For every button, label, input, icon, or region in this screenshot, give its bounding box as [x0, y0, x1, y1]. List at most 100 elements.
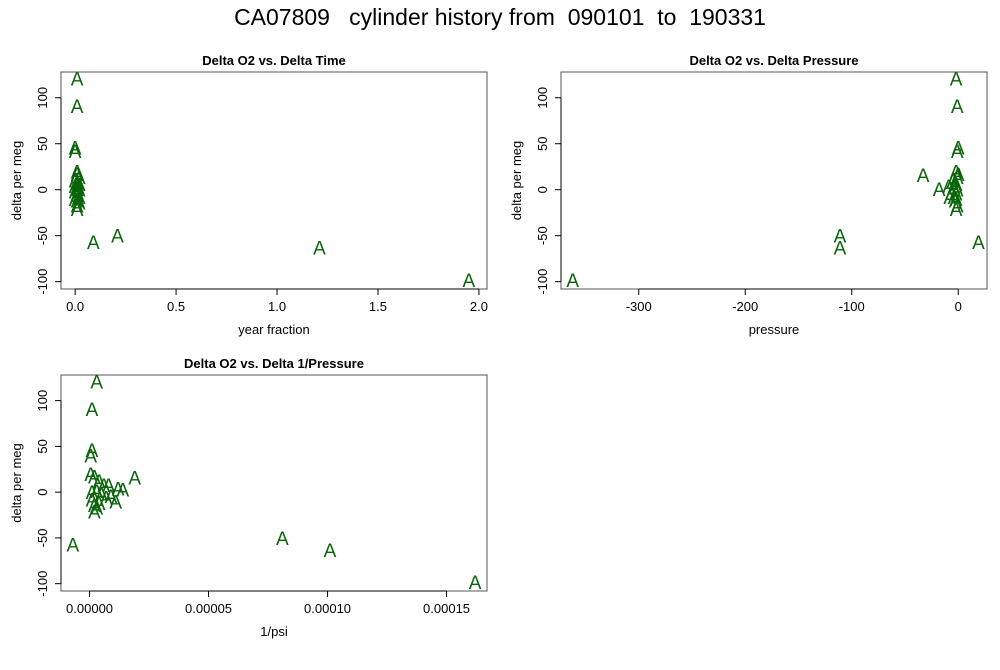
- data-point: A: [71, 196, 84, 217]
- data-point: A: [71, 186, 84, 207]
- data-point: A: [84, 465, 97, 486]
- data-point: A: [73, 181, 86, 202]
- data-point: A: [933, 180, 946, 201]
- y-tick-label: 100: [535, 87, 550, 109]
- data-point: A: [86, 441, 99, 462]
- x-axis-label: year fraction: [238, 322, 310, 337]
- y-tick-label: -50: [535, 226, 550, 245]
- data-point: A: [462, 271, 475, 292]
- data-point: A: [943, 188, 956, 209]
- x-tick-label: 0.00010: [304, 601, 351, 616]
- x-tick-label: 0.00005: [185, 601, 232, 616]
- data-point: A: [950, 175, 963, 196]
- data-point: A: [951, 97, 964, 118]
- plot-frame: [60, 71, 488, 290]
- data-point: A: [95, 485, 108, 506]
- figure-title: CA07809 cylinder history from 090101 to …: [234, 4, 766, 30]
- y-axis-label: delta per meg: [9, 443, 24, 523]
- data-point: A: [67, 535, 80, 556]
- data-point: A: [111, 227, 124, 248]
- data-point: A: [950, 184, 963, 205]
- data-point: A: [128, 469, 141, 490]
- data-point: A: [951, 181, 964, 202]
- data-point: A: [69, 183, 82, 204]
- data-point: A: [84, 447, 97, 468]
- data-point: A: [951, 142, 964, 163]
- data-point: A: [276, 529, 289, 550]
- data-point: A: [834, 227, 847, 248]
- data-point: A: [71, 97, 84, 118]
- y-axis-label: delta per meg: [509, 141, 524, 221]
- data-point: A: [87, 233, 100, 254]
- x-tick-label: -300: [626, 299, 652, 314]
- y-tick-label: -100: [35, 571, 50, 597]
- y-tick-label: 0: [35, 186, 50, 193]
- data-point: A: [950, 190, 963, 211]
- data-point: A: [90, 372, 103, 393]
- data-point: A: [88, 496, 101, 517]
- data-point: A: [71, 162, 84, 183]
- y-tick-label: 50: [535, 136, 550, 150]
- data-point: A: [469, 573, 482, 594]
- data-point: A: [69, 177, 82, 198]
- data-point: A: [69, 172, 82, 193]
- y-tick-label: 50: [35, 439, 50, 453]
- data-point: A: [972, 233, 985, 254]
- x-tick-label: 2.0: [470, 299, 488, 314]
- data-point: A: [86, 483, 99, 504]
- data-point: A: [69, 138, 82, 159]
- panel-title: Delta O2 vs. Delta 1/Pressure: [184, 356, 364, 371]
- data-point: A: [86, 400, 99, 421]
- data-point: A: [948, 178, 961, 199]
- data-point: A: [73, 175, 86, 196]
- data-point: A: [100, 489, 113, 510]
- data-point: A: [88, 468, 101, 489]
- panel-title: Delta O2 vs. Delta Pressure: [689, 53, 858, 68]
- data-point: A: [86, 490, 99, 511]
- data-point: A: [71, 184, 84, 205]
- data-point: A: [949, 192, 962, 213]
- x-tick-label: 0.00015: [423, 601, 470, 616]
- x-tick-label: -100: [839, 299, 865, 314]
- y-tick-label: -100: [35, 269, 50, 295]
- x-tick-label: 0.5: [167, 299, 185, 314]
- x-tick-label: 0: [955, 299, 962, 314]
- y-tick-label: 0: [535, 186, 550, 193]
- data-point: A: [93, 494, 106, 515]
- data-point: A: [71, 178, 84, 199]
- x-tick-label: 1.5: [369, 299, 387, 314]
- y-tick-label: -50: [35, 226, 50, 245]
- y-tick-label: -50: [35, 529, 50, 548]
- data-point: A: [73, 188, 86, 209]
- y-axis-label: delta per meg: [9, 141, 24, 221]
- y-tick-label: 100: [35, 390, 50, 412]
- data-point: A: [951, 168, 964, 189]
- y-tick-label: 50: [35, 136, 50, 150]
- data-point: A: [950, 69, 963, 90]
- data-point: A: [73, 194, 86, 215]
- data-point: A: [88, 502, 101, 523]
- data-point: A: [69, 142, 82, 163]
- data-point: A: [834, 239, 847, 260]
- data-point: A: [951, 196, 964, 217]
- data-point: A: [950, 162, 963, 183]
- data-point: A: [90, 499, 103, 520]
- panel-title: Delta O2 vs. Delta Time: [202, 53, 346, 68]
- x-axis-label: pressure: [749, 322, 800, 337]
- data-point: A: [93, 472, 106, 493]
- data-point: A: [117, 480, 130, 501]
- data-point: A: [946, 183, 959, 204]
- y-tick-label: 0: [35, 489, 50, 496]
- data-point: A: [105, 487, 118, 508]
- x-tick-label: 0.00000: [66, 601, 113, 616]
- data-point: A: [324, 541, 337, 562]
- data-point: A: [71, 200, 84, 221]
- data-point: A: [952, 138, 965, 159]
- data-point: A: [71, 173, 84, 194]
- data-point: A: [71, 192, 84, 213]
- data-point: A: [112, 479, 125, 500]
- data-point: A: [949, 173, 962, 194]
- data-point: A: [71, 180, 84, 201]
- data-point: A: [952, 165, 965, 186]
